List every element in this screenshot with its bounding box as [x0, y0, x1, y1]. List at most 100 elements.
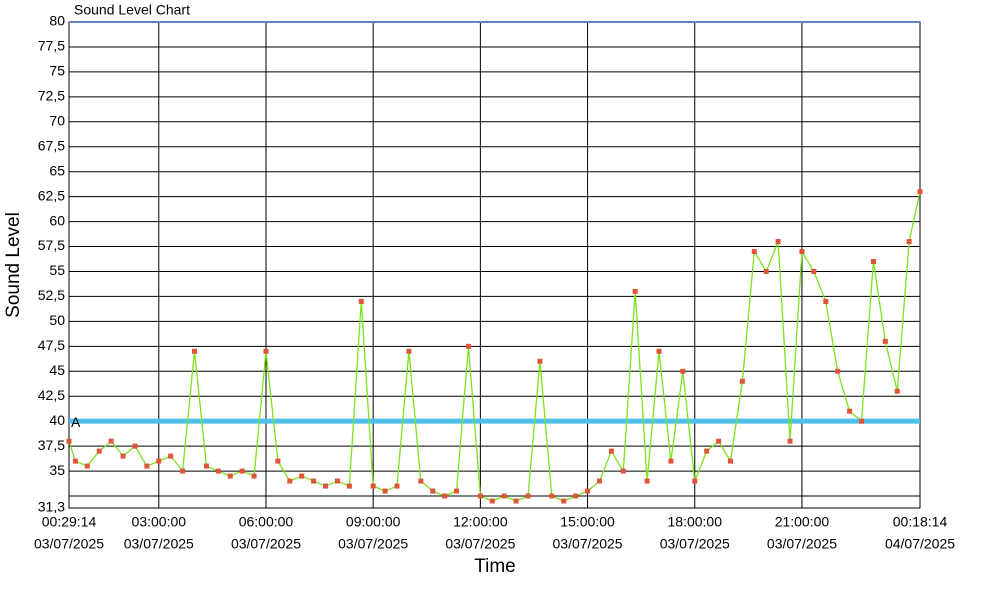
point-marker [382, 488, 388, 494]
chart-title: Sound Level Chart [74, 2, 190, 18]
point-marker [358, 298, 364, 304]
point-marker [585, 488, 591, 494]
point-marker [847, 408, 853, 414]
point-marker [72, 458, 78, 464]
point-marker [799, 249, 805, 255]
point-marker [858, 418, 864, 424]
point-marker [370, 483, 376, 489]
y-tick-label: 70 [49, 112, 65, 128]
point-marker [299, 473, 305, 479]
point-marker [525, 493, 531, 499]
x-tick-label: 03/07/2025 [34, 536, 104, 552]
point-marker [906, 239, 912, 245]
x-tick-label: 09:00:00 [346, 514, 401, 530]
point-marker [203, 463, 209, 469]
x-tick-label: 15:00:00 [560, 514, 615, 530]
point-marker [168, 453, 174, 459]
point-marker [775, 239, 781, 245]
point-marker [430, 488, 436, 494]
y-tick-label: 80 [49, 13, 65, 29]
x-tick-label: 21:00:00 [775, 514, 830, 530]
point-marker [692, 478, 698, 484]
point-marker [727, 458, 733, 464]
point-marker [465, 343, 471, 349]
point-marker [787, 438, 793, 444]
y-tick-label: 40 [49, 412, 65, 428]
point-marker [894, 388, 900, 394]
x-tick-label: 03/07/2025 [445, 536, 515, 552]
point-marker [608, 448, 614, 454]
point-marker [668, 458, 674, 464]
point-marker [394, 483, 400, 489]
point-marker [263, 348, 269, 354]
point-marker [84, 463, 90, 469]
y-tick-label: 45 [49, 362, 65, 378]
y-tick-label: 65 [49, 162, 65, 178]
point-marker [823, 298, 829, 304]
point-marker [132, 443, 138, 449]
x-tick-label: 03/07/2025 [231, 536, 301, 552]
x-tick-label: 04/07/2025 [885, 536, 955, 552]
point-marker [513, 498, 519, 504]
y-tick-label: 50 [49, 312, 65, 328]
y-tick-label: 72,5 [38, 88, 65, 104]
point-marker [751, 249, 757, 255]
threshold-label: A [71, 414, 81, 430]
x-tick-label: 00:18:14 [893, 514, 948, 530]
y-tick-label: 60 [49, 212, 65, 228]
y-tick-label: 31,3 [38, 499, 65, 515]
point-marker [156, 458, 162, 464]
point-marker [346, 483, 352, 489]
y-tick-label: 42,5 [38, 387, 65, 403]
point-marker [227, 473, 233, 479]
point-marker [477, 493, 483, 499]
point-marker [180, 468, 186, 474]
point-marker [835, 368, 841, 374]
y-tick-label: 47,5 [38, 337, 65, 353]
x-tick-label: 06:00:00 [239, 514, 294, 530]
point-marker [917, 189, 923, 195]
point-marker [596, 478, 602, 484]
point-marker [489, 498, 495, 504]
point-marker [66, 438, 72, 444]
point-marker [418, 478, 424, 484]
point-marker [442, 493, 448, 499]
x-tick-label: 03/07/2025 [767, 536, 837, 552]
x-tick-label: 03/07/2025 [124, 536, 194, 552]
y-tick-label: 37,5 [38, 437, 65, 453]
x-tick-label: 03/07/2025 [553, 536, 623, 552]
x-tick-label: 12:00:00 [453, 514, 508, 530]
point-marker [537, 358, 543, 364]
y-tick-label: 57,5 [38, 237, 65, 253]
point-marker [549, 493, 555, 499]
point-marker [239, 468, 245, 474]
point-marker [620, 468, 626, 474]
point-marker [406, 348, 412, 354]
point-marker [870, 259, 876, 265]
point-marker [644, 478, 650, 484]
point-marker [811, 268, 817, 274]
x-tick-label: 03/07/2025 [338, 536, 408, 552]
x-axis-label: Time [474, 556, 516, 577]
point-marker [573, 493, 579, 499]
y-axis-label: Sound Level [3, 212, 24, 318]
point-marker [96, 448, 102, 454]
point-marker [192, 348, 198, 354]
x-tick-label: 18:00:00 [668, 514, 723, 530]
point-marker [120, 453, 126, 459]
point-marker [561, 498, 567, 504]
x-tick-label: 00:29:14 [42, 514, 97, 530]
point-marker [632, 288, 638, 294]
y-tick-label: 67,5 [38, 137, 65, 153]
y-tick-label: 52,5 [38, 287, 65, 303]
y-tick-label: 75 [49, 63, 65, 79]
point-marker [739, 378, 745, 384]
y-tick-label: 77,5 [38, 38, 65, 54]
point-marker [704, 448, 710, 454]
y-tick-label: 62,5 [38, 187, 65, 203]
point-marker [215, 468, 221, 474]
x-tick-label: 03:00:00 [132, 514, 187, 530]
point-marker [716, 438, 722, 444]
